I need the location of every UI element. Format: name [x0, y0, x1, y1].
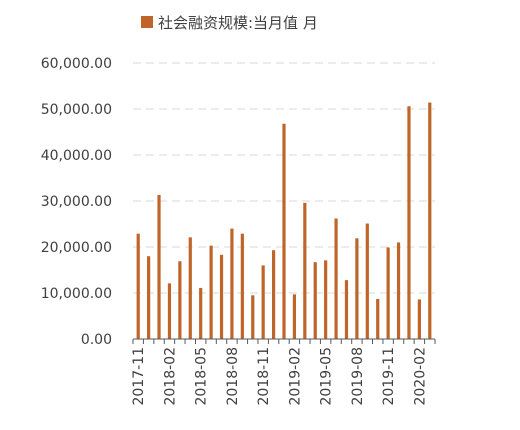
x-tick-label: 2019-05 [319, 347, 335, 406]
bar-2018-04 [188, 237, 192, 339]
bar-2019-11 [386, 247, 390, 339]
bar-2019-08 [355, 238, 359, 339]
legend-label: 社会融资规模:当月值 月 [158, 14, 318, 32]
x-tick-label: 2019-02 [287, 347, 303, 406]
bar-2019-06 [334, 218, 338, 339]
bar-2019-05 [324, 260, 328, 339]
bar-2018-12 [271, 250, 276, 339]
bar-2017-11 [136, 233, 140, 339]
bar-2018-07 [219, 254, 224, 339]
bar-2018-11 [261, 265, 265, 339]
bar-2018-01 [157, 195, 161, 339]
bar-2018-06 [209, 245, 213, 339]
legend: 社会融资规模:当月值 月 [141, 14, 318, 32]
bar-2019-02 [292, 294, 297, 339]
bar-2019-01 [282, 123, 286, 339]
x-tick-label: 2019-11 [381, 347, 397, 406]
y-tick-label: 60,000.00 [41, 56, 112, 72]
bar-2018-03 [178, 261, 182, 339]
bar-2017-12 [147, 256, 151, 339]
bar-2018-05 [199, 287, 203, 339]
bar-2018-10 [251, 295, 255, 339]
bar-2018-08 [230, 228, 234, 339]
y-tick-label: 50,000.00 [41, 102, 112, 118]
bar-2019-10 [376, 298, 380, 339]
bar-2020-03 [428, 102, 432, 339]
bar-2019-09 [365, 223, 369, 339]
x-axis: 2017-11 2018-02 2018-05 2018-08 2018-11 2019-… [131, 338, 436, 406]
x-tick-label: 2018-05 [194, 347, 210, 406]
bar-2019-04 [313, 262, 317, 339]
x-tick-label: 2018-08 [225, 347, 241, 406]
bar-2019-12 [396, 242, 401, 339]
bar-2019-03 [303, 202, 307, 339]
bar-2019-07 [344, 280, 349, 339]
x-tick-label: 2018-11 [256, 347, 272, 406]
y-tick-label: 30,000.00 [41, 194, 112, 210]
x-tick-label: 2019-08 [350, 347, 366, 406]
y-tick-label: 0.00 [81, 332, 112, 348]
bar-2020-01 [407, 106, 411, 340]
bars [136, 102, 432, 340]
y-tick-label: 10,000.00 [41, 286, 112, 302]
legend-swatch [141, 16, 153, 28]
x-tick-label: 2018-02 [162, 347, 178, 406]
bar-2018-09 [240, 233, 244, 339]
x-tick-label: 2020-02 [412, 347, 428, 406]
bar-2018-02 [167, 283, 172, 339]
x-tick-label: 2017-11 [131, 347, 147, 406]
bar-2020-02 [417, 299, 421, 339]
y-tick-label: 40,000.00 [41, 148, 112, 164]
y-tick-label: 20,000.00 [41, 240, 112, 256]
y-axis: 0.00 10,000.00 20,000.00 30,000.00 40,000.00… [41, 56, 112, 348]
